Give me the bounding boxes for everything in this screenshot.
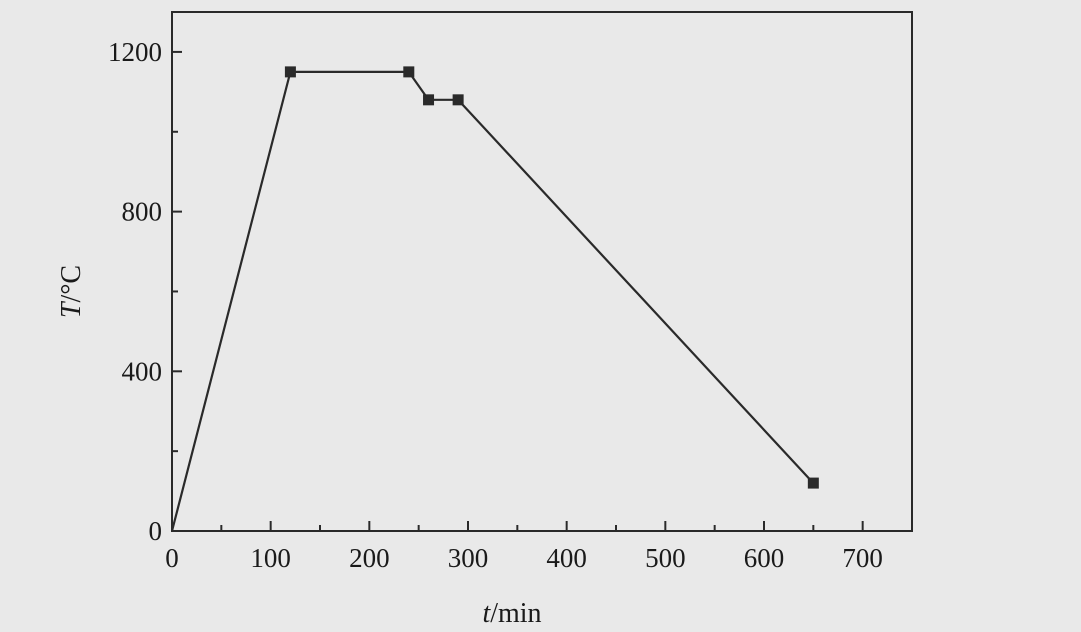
x-tick-label: 600	[744, 543, 785, 573]
y-tick-label: 800	[122, 197, 163, 227]
data-point-marker	[403, 66, 415, 78]
data-point-marker	[452, 94, 464, 106]
y-tick-label: 400	[122, 356, 163, 386]
x-tick-label: 700	[842, 543, 883, 573]
x-tick-label: 300	[448, 543, 489, 573]
data-point-marker	[284, 66, 296, 78]
x-tick-label: 400	[546, 543, 587, 573]
y-axis-title: T/°C	[56, 265, 87, 318]
series-layer	[170, 66, 819, 532]
x-axis-title: t/min	[482, 598, 541, 629]
x-tick-label: 100	[250, 543, 291, 573]
y-tick-label: 0	[149, 516, 163, 546]
x-axis-symbol: t	[482, 598, 491, 629]
data-point-marker	[807, 477, 819, 489]
x-axis-ticks: 0 100 200 300 400 500 600 700	[165, 521, 913, 573]
x-tick-label: 500	[645, 543, 686, 573]
data-point-marker	[423, 94, 435, 106]
x-axis-unit: /min	[490, 598, 541, 629]
x-tick-label: 0	[165, 543, 179, 573]
x-tick-label: 200	[349, 543, 390, 573]
series-line	[170, 70, 815, 532]
y-axis-ticks: 0 400 800 1200	[108, 37, 182, 546]
y-tick-label: 1200	[108, 37, 162, 67]
plot-area-frame	[171, 11, 913, 532]
y-axis-unit: /°C	[56, 265, 87, 303]
y-axis-symbol: T	[56, 300, 87, 318]
